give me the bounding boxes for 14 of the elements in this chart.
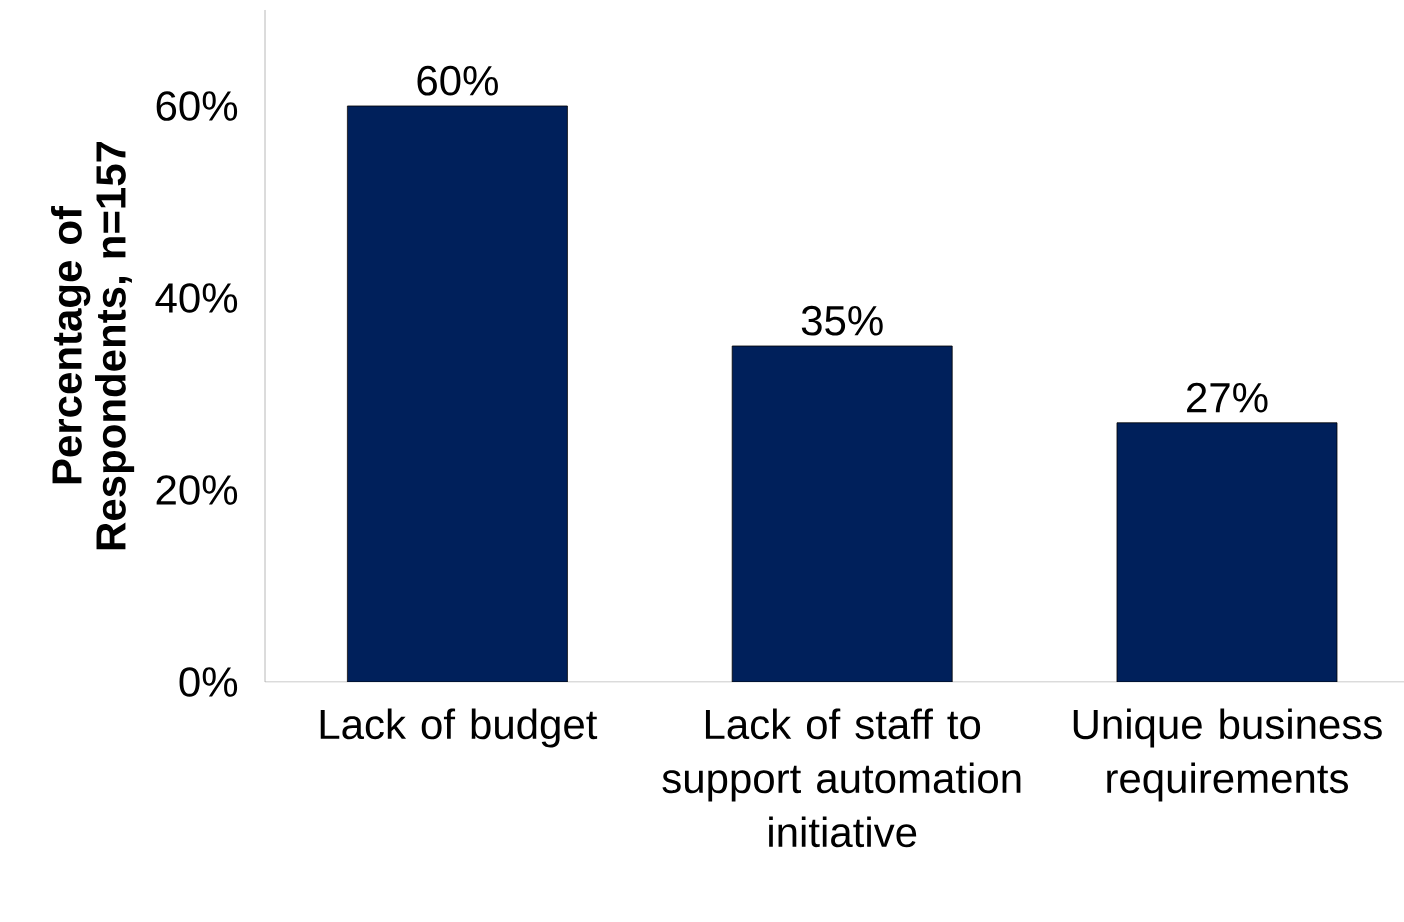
y-tick-label: 60% bbox=[156, 91, 238, 121]
data-label: 35% bbox=[801, 305, 883, 336]
y-axis-title: Percentage of Respondents, n=157 bbox=[51, 141, 135, 550]
y-tick-label: 40% bbox=[155, 283, 238, 313]
y-tick-label: 20% bbox=[156, 475, 238, 505]
y-tick-label: 0% bbox=[179, 667, 238, 697]
bar bbox=[1116, 422, 1338, 682]
x-tick-label: Lack of budget bbox=[320, 708, 598, 748]
data-label: 60% bbox=[417, 65, 498, 96]
bar bbox=[731, 345, 953, 682]
data-label: 27% bbox=[1187, 382, 1268, 413]
x-tick-label: Lack of staff to support automation initiative bbox=[662, 708, 1021, 848]
bar bbox=[347, 105, 568, 682]
x-tick-label: Unique business requirements bbox=[1073, 708, 1382, 802]
